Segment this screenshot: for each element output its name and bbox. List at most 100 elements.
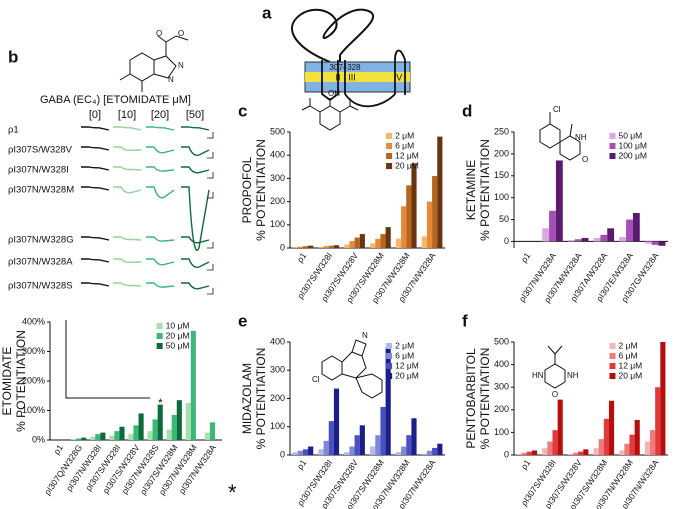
legend-swatch <box>156 343 163 349</box>
column-label: [0] <box>89 109 101 121</box>
trace <box>81 166 110 171</box>
bar <box>100 432 106 440</box>
atom: N <box>362 331 368 340</box>
bar <box>395 238 402 248</box>
atom: O <box>552 390 558 399</box>
atom: N <box>178 61 184 70</box>
trace-header: GABA (EC₄) [ETOMIDATE μM] <box>40 94 191 106</box>
bar <box>344 452 350 455</box>
x-tick-label: ρ1 <box>519 457 533 471</box>
atom: NH <box>567 371 579 380</box>
legend-swatch <box>609 143 616 149</box>
bar <box>385 347 391 455</box>
bar <box>349 446 355 455</box>
atom: O <box>582 155 588 164</box>
bar <box>349 241 355 248</box>
legend-label: 2 μM <box>618 340 637 350</box>
bar <box>526 451 532 455</box>
bar <box>323 440 329 455</box>
bar <box>328 245 334 248</box>
scale-bar <box>207 192 214 199</box>
bar <box>302 246 309 248</box>
bar <box>401 446 407 455</box>
y-tick-label: 0 <box>280 449 285 459</box>
bar <box>432 176 438 248</box>
legend-label: 20 μM <box>395 370 419 380</box>
bar <box>318 246 324 248</box>
y-tick-label: 500 <box>494 336 509 346</box>
y-axis-label: KETAMINE <box>464 160 478 220</box>
scale-bar <box>207 152 214 159</box>
bar <box>359 425 365 455</box>
y-axis-label: % POTENTIATION <box>254 139 268 241</box>
y-tick-label: 100% <box>22 405 45 415</box>
y-tick-label: 0 <box>280 242 285 252</box>
bar <box>344 244 350 248</box>
atom: O <box>178 29 184 38</box>
bar <box>190 330 196 440</box>
bar <box>632 212 640 242</box>
x-tick-label: ρ1 <box>295 250 309 264</box>
y-tick-label: 100 <box>270 219 285 229</box>
y-tick-label: 400 <box>270 150 285 160</box>
bar <box>547 441 553 455</box>
legend-swatch <box>156 333 163 339</box>
legend-label: 50 μM <box>166 340 190 350</box>
bar <box>619 237 627 242</box>
bar <box>318 449 324 455</box>
legend-label: 6 μM <box>618 350 637 360</box>
bar <box>166 429 172 440</box>
bar <box>593 237 601 242</box>
scale-bar <box>207 172 214 179</box>
x-tick-label: ρ1 <box>519 250 533 264</box>
legend-swatch <box>156 323 163 329</box>
row-label: ρI307N/W328M <box>8 185 74 196</box>
bar <box>81 437 87 440</box>
bar <box>421 236 427 248</box>
legend-swatch <box>609 363 616 369</box>
y-tick-label: 200 <box>270 393 285 403</box>
bar <box>426 201 433 248</box>
bar <box>157 404 163 440</box>
bar <box>574 239 582 242</box>
n-terminus <box>290 8 374 63</box>
legend-label: 2 μM <box>395 130 414 140</box>
trace <box>113 166 142 171</box>
bar <box>171 414 177 440</box>
region-label: 307–328 <box>329 63 361 72</box>
row-label: ρI307N/W328G <box>8 235 74 246</box>
legend-label: 200 μM <box>618 150 647 160</box>
y-tick-label: 300 <box>270 365 285 375</box>
y-tick-label: 400 <box>270 336 285 346</box>
inset-axes <box>65 320 150 399</box>
bar <box>292 246 298 248</box>
y-tick-label: 500 <box>270 126 285 136</box>
trace <box>81 126 110 131</box>
trace <box>113 126 142 131</box>
bar <box>573 452 579 455</box>
bar <box>557 399 563 455</box>
column-label: [20] <box>151 109 169 121</box>
y-tick-label: 150 <box>494 170 509 180</box>
trace <box>146 236 175 242</box>
y-axis-label: PROPOFOL <box>240 156 254 223</box>
trace <box>181 282 210 290</box>
bar <box>426 450 433 455</box>
scale-bar <box>207 288 214 295</box>
row-label: ρI307S/W328V <box>8 145 73 156</box>
legend-label: 100 μM <box>618 140 647 150</box>
bar <box>354 237 360 248</box>
atom: Cl <box>312 375 320 384</box>
trace <box>181 186 210 251</box>
bar <box>660 342 666 455</box>
legend-swatch <box>386 163 393 169</box>
column-label: [10] <box>118 109 136 121</box>
atom: N <box>168 75 174 84</box>
y-tick-label: 0 <box>504 449 509 459</box>
trace <box>181 166 210 174</box>
y-tick-label: 0% <box>32 434 45 444</box>
y-tick-label: 100 <box>494 192 509 202</box>
y-axis-label: MIDAZOLAM <box>240 363 254 434</box>
bar <box>375 435 381 455</box>
